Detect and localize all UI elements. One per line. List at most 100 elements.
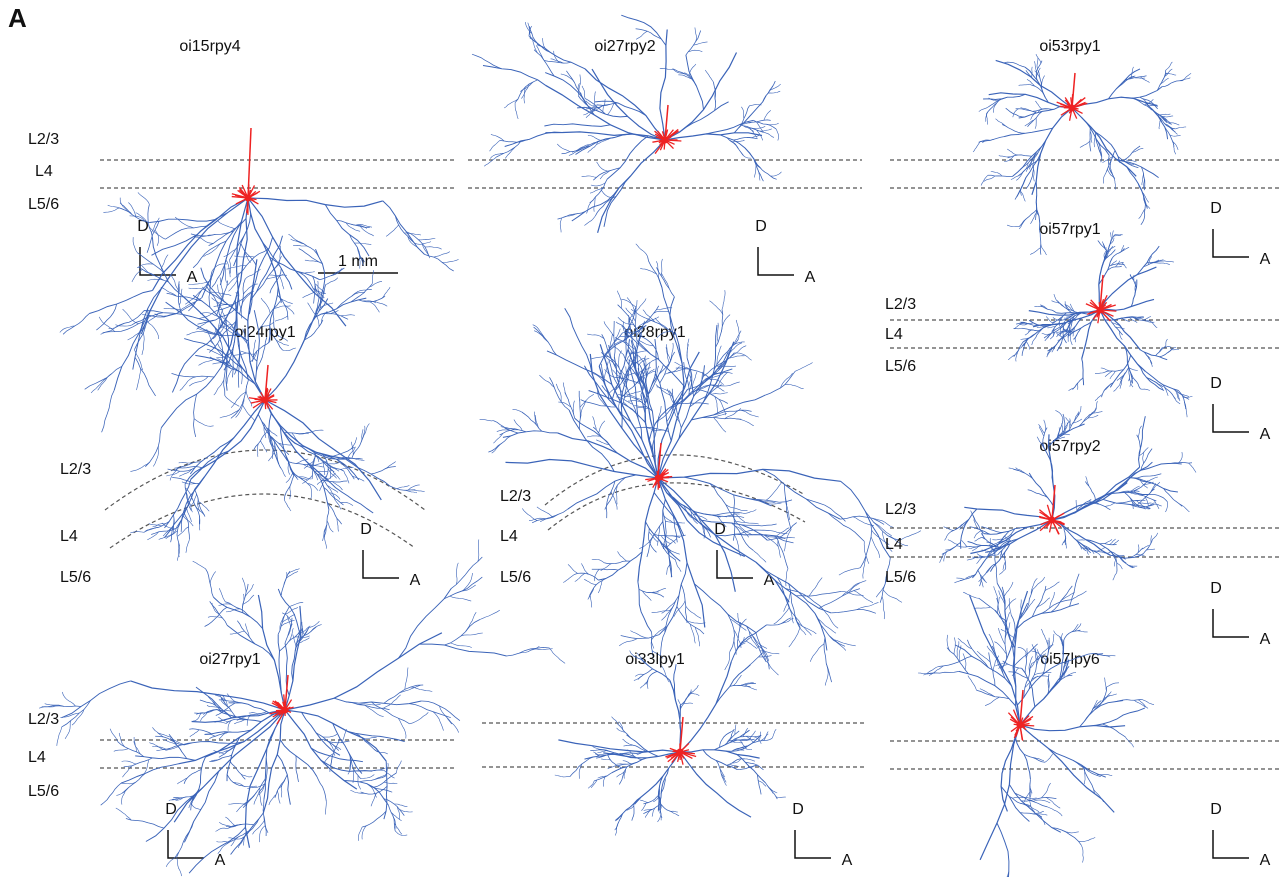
- neurite: [214, 380, 224, 395]
- neurite: [848, 581, 866, 594]
- neurite: [757, 165, 777, 179]
- neurite: [149, 219, 216, 222]
- neurite: [806, 499, 845, 521]
- soma: [245, 195, 252, 202]
- neurite: [745, 685, 757, 690]
- neurite: [1074, 378, 1083, 388]
- neurite: [1156, 346, 1166, 356]
- neurite: [189, 729, 211, 734]
- neurite: [1142, 699, 1154, 704]
- neurite: [999, 569, 1006, 574]
- neurite: [734, 353, 751, 360]
- neurite: [209, 226, 239, 245]
- neurite: [656, 308, 672, 310]
- neurite: [330, 482, 373, 513]
- neurite: [386, 225, 399, 237]
- neurite: [89, 291, 152, 314]
- neurite: [725, 408, 741, 418]
- anterior-label: A: [1260, 631, 1271, 648]
- neurite: [133, 288, 162, 370]
- neurite: [831, 610, 876, 614]
- neurite: [1135, 463, 1182, 473]
- neurite: [248, 198, 346, 326]
- neurite: [970, 595, 1020, 725]
- neurite: [1100, 310, 1145, 371]
- neurite: [545, 73, 594, 115]
- neurite: [588, 781, 594, 788]
- neurite: [1046, 797, 1060, 808]
- neurite: [461, 633, 483, 636]
- neurite: [326, 278, 338, 285]
- neurite: [1166, 339, 1168, 346]
- neurite: [1080, 141, 1090, 147]
- neurite: [1036, 648, 1037, 665]
- neurite: [370, 302, 379, 312]
- neurite: [191, 494, 197, 507]
- neurite: [1101, 368, 1110, 371]
- neurite: [981, 175, 988, 185]
- neurite: [385, 462, 396, 469]
- neurite: [1140, 389, 1149, 391]
- panel-title: oi57rpy1: [1039, 221, 1100, 238]
- neurite: [1029, 473, 1054, 508]
- neurite: [1012, 141, 1045, 177]
- layer-label: L2/3: [500, 488, 531, 505]
- neurite: [206, 569, 214, 597]
- neurite: [391, 812, 402, 820]
- neurite: [193, 713, 201, 721]
- neurite: [409, 704, 451, 718]
- neurite: [735, 530, 770, 534]
- neurite: [530, 26, 545, 47]
- neurite: [1082, 359, 1084, 385]
- panel-title: oi27rpy2: [594, 38, 655, 55]
- neurite: [258, 595, 285, 710]
- neurite: [854, 591, 873, 603]
- neurite: [565, 308, 593, 374]
- neurite: [999, 628, 1006, 644]
- neurite: [585, 69, 665, 140]
- neurite: [490, 140, 500, 151]
- neurite: [676, 560, 682, 572]
- neurite: [421, 701, 460, 721]
- layer-label: L4: [35, 163, 53, 180]
- neurite: [717, 372, 728, 388]
- neurite: [1012, 797, 1023, 798]
- neurite: [1113, 384, 1120, 391]
- neurite: [948, 540, 958, 545]
- neurite: [618, 551, 627, 561]
- neurite: [400, 685, 421, 692]
- neurite: [715, 397, 718, 414]
- neurite: [425, 247, 442, 250]
- neurite: [549, 648, 565, 663]
- neurite: [1116, 159, 1159, 178]
- neurite: [184, 770, 201, 784]
- neurite: [1131, 280, 1137, 307]
- neurite: [601, 759, 611, 760]
- neurite: [145, 428, 161, 467]
- neurite: [384, 770, 395, 778]
- neurite: [310, 486, 311, 499]
- neurite: [785, 384, 804, 389]
- neurite: [130, 462, 149, 471]
- neurite: [625, 394, 642, 400]
- neurite: [1037, 58, 1038, 68]
- neurite: [522, 412, 542, 431]
- neurite: [1141, 167, 1144, 190]
- neurite: [979, 107, 989, 112]
- neurite: [595, 196, 616, 216]
- neurite: [657, 267, 675, 296]
- neurite: [307, 462, 329, 509]
- neurite: [939, 656, 972, 666]
- layer-label: L4: [885, 536, 903, 553]
- neurite: [999, 156, 1011, 157]
- neurite: [480, 420, 494, 421]
- neurite: [325, 205, 369, 256]
- neurite: [515, 103, 518, 119]
- layer-label: L4: [60, 528, 78, 545]
- neurite: [321, 314, 348, 320]
- neurite: [691, 395, 765, 420]
- neurite: [667, 344, 671, 361]
- neurite: [1119, 331, 1122, 340]
- scale-bar-label: 1 mm: [338, 253, 378, 270]
- neurite: [130, 532, 144, 533]
